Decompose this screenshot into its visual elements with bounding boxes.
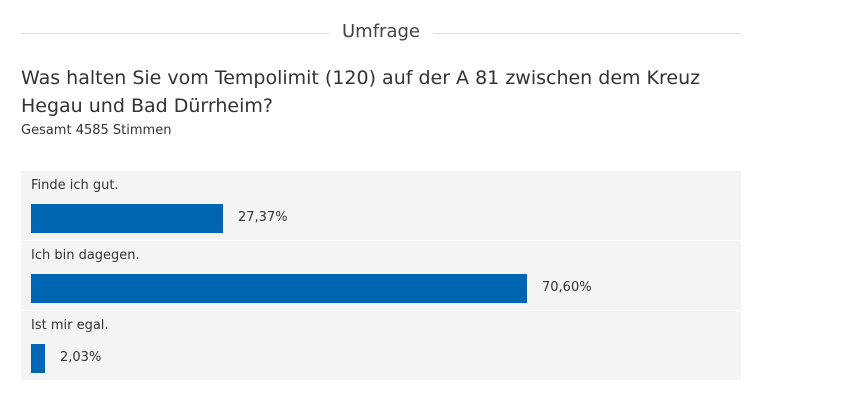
poll-option-bar	[31, 204, 223, 233]
poll-option-2: Ist mir egal. 2,03%	[21, 311, 741, 380]
poll-option-percent: 27,37%	[238, 210, 288, 225]
poll-option-bar	[31, 274, 527, 303]
poll-option-1: Ich bin dagegen. 70,60%	[21, 241, 741, 310]
poll-option-0: Finde ich gut. 27,37%	[21, 171, 741, 240]
poll-header: Umfrage	[21, 0, 741, 62]
poll-header-title: Umfrage	[329, 20, 433, 44]
poll-option-percent: 70,60%	[542, 280, 592, 295]
poll-widget: Umfrage Was halten Sie vom Tempolimit (1…	[21, 0, 741, 380]
poll-options: Finde ich gut. 27,37% Ich bin dagegen. 7…	[21, 171, 741, 381]
poll-option-label: Ist mir egal.	[31, 318, 109, 333]
poll-option-bar	[31, 344, 45, 373]
poll-option-percent: 2,03%	[60, 350, 102, 365]
poll-question: Was halten Sie vom Tempolimit (120) auf …	[21, 67, 701, 117]
poll-option-label: Finde ich gut.	[31, 178, 119, 193]
poll-total-votes: Gesamt 4585 Stimmen	[21, 123, 172, 138]
poll-option-label: Ich bin dagegen.	[31, 248, 140, 263]
